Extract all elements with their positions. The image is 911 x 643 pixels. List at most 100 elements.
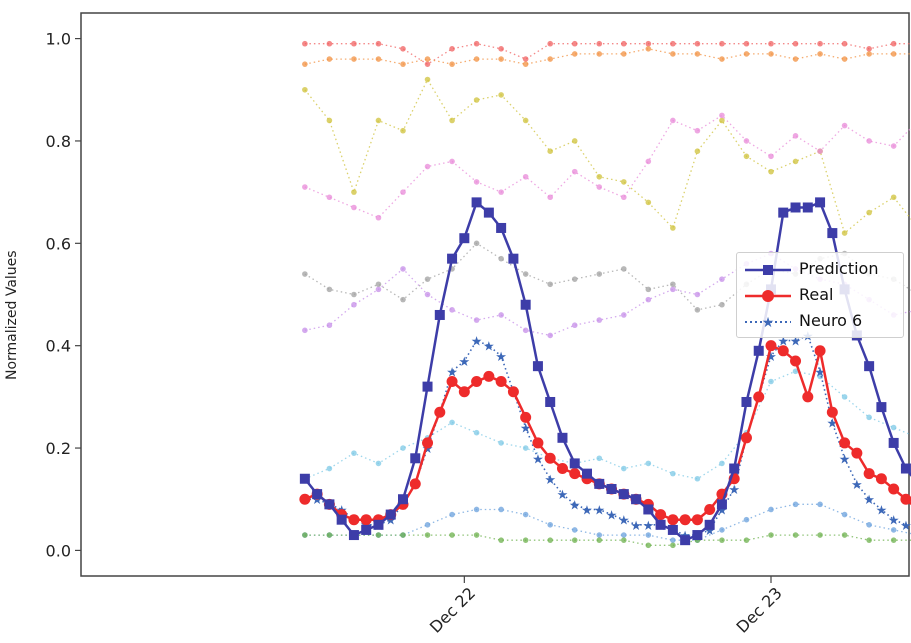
data-point: [741, 396, 752, 407]
data-point: [375, 286, 382, 293]
legend-label-real: Real: [799, 285, 834, 304]
data-point: ★: [495, 350, 507, 365]
series-3: [302, 40, 911, 67]
data-point: [571, 51, 578, 57]
data-point: [670, 281, 676, 288]
series-4: [302, 46, 911, 67]
data-point: [841, 511, 848, 518]
data-point: [547, 281, 553, 288]
data-point: [692, 530, 703, 541]
data-point: [792, 532, 799, 538]
data-point: ★: [704, 524, 716, 539]
data-point: [866, 209, 872, 216]
data-point: [743, 153, 750, 160]
legend-item-neuro6: ★ Neuro 6: [737, 309, 903, 333]
data-point: [302, 40, 308, 47]
data-point: [522, 511, 529, 518]
data-point: [400, 296, 406, 303]
data-point: [900, 493, 911, 505]
data-point: [571, 168, 578, 175]
data-point: [571, 138, 578, 144]
data-point: [694, 307, 701, 313]
data-point: [670, 117, 676, 124]
data-point: [547, 522, 553, 528]
data-point: [582, 468, 592, 479]
data-point: [596, 455, 603, 462]
data-point: [679, 514, 691, 526]
data-point: [351, 450, 357, 456]
data-point: ★: [827, 416, 839, 431]
data-point: [719, 527, 725, 533]
data-point: [459, 233, 470, 244]
data-point: [375, 40, 382, 47]
data-point: [841, 532, 848, 538]
data-point: [792, 40, 799, 47]
data-point: [547, 148, 553, 154]
data-point: [631, 494, 642, 505]
data-point: [863, 468, 875, 480]
data-point: [645, 542, 652, 549]
data-point: [400, 445, 406, 451]
data-point: [743, 51, 750, 57]
data-point: [351, 40, 357, 47]
data-point: [424, 76, 431, 83]
data-point: [326, 286, 333, 293]
data-point: [522, 537, 529, 543]
data-point: [790, 355, 802, 367]
data-point: [890, 40, 897, 47]
neuro6-swatch-icon: ★: [745, 315, 791, 331]
y-tick-label: 0.6: [46, 234, 71, 253]
data-point: [351, 189, 357, 195]
data-point: [422, 437, 434, 449]
data-point: [621, 179, 627, 185]
data-point: [522, 445, 529, 451]
data-point: [375, 56, 382, 62]
data-point: [719, 117, 725, 124]
data-point: [670, 225, 676, 231]
data-point: [473, 56, 480, 62]
data-point: [875, 473, 887, 485]
data-point: ★: [839, 452, 851, 467]
data-point: [449, 532, 455, 538]
data-point: [302, 532, 308, 538]
x-tick-label: Dec 22: [426, 583, 479, 636]
data-point: [792, 56, 799, 62]
data-point: [694, 148, 701, 154]
data-point: [424, 276, 431, 282]
data-point: [621, 194, 627, 201]
data-point: [655, 509, 667, 521]
data-point: [473, 506, 480, 513]
data-point: [814, 345, 826, 357]
data-point: [498, 56, 504, 62]
data-point: [596, 40, 603, 47]
data-point: [768, 40, 774, 47]
data-point: ★: [544, 473, 556, 488]
data-point: [571, 276, 578, 282]
data-point: [522, 56, 529, 62]
data-point: [817, 40, 823, 47]
data-point: [792, 133, 799, 139]
data-point: [424, 61, 431, 67]
data-point: [324, 499, 335, 510]
data-point: [449, 307, 455, 313]
data-point: [473, 179, 480, 185]
data-point: [446, 376, 458, 388]
data-point: [449, 158, 455, 165]
x-tick-label: Dec 23: [733, 583, 786, 636]
data-point: [645, 46, 652, 52]
real-swatch-icon: [745, 290, 791, 302]
data-point: [841, 230, 848, 236]
data-point: [522, 173, 529, 180]
data-point: [348, 514, 360, 526]
data-point: [645, 460, 652, 467]
data-point: [473, 240, 480, 247]
data-point: [740, 432, 752, 444]
data-point: [449, 511, 455, 518]
data-point: [447, 253, 458, 264]
data-point: ★: [557, 488, 569, 503]
data-point: [596, 51, 603, 57]
data-point: [866, 51, 872, 57]
data-point: [498, 189, 504, 195]
data-point: [458, 386, 470, 398]
data-point: [571, 40, 578, 47]
